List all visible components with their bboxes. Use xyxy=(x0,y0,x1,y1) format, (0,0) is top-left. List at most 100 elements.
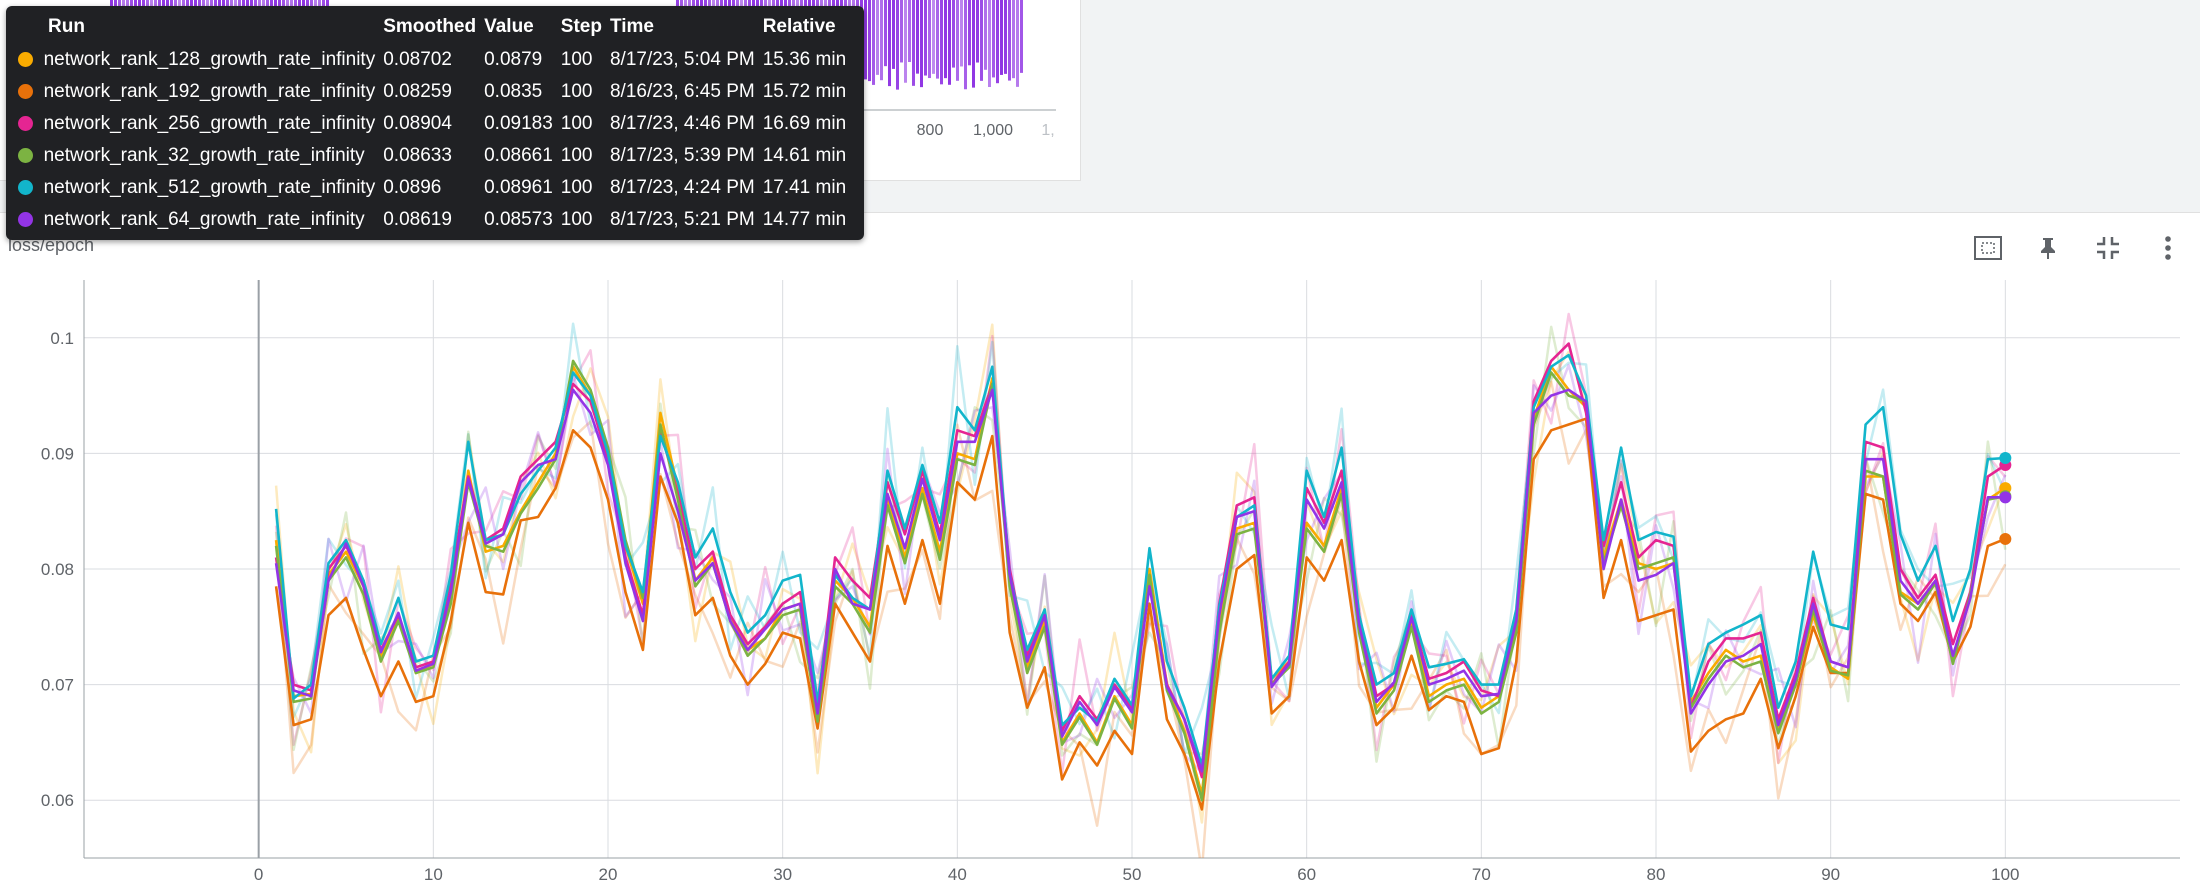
tooltip-relative-cell: 14.61 min xyxy=(762,145,847,166)
tooltip-run-cell: network_rank_512_growth_rate_infinity xyxy=(18,172,383,204)
tooltip-time-cell: 8/17/23, 5:21 PM xyxy=(609,209,755,230)
tooltip-smoothed-cell: 0.08702 xyxy=(383,49,452,70)
tooltip-time-cell: 8/17/23, 4:24 PM xyxy=(609,177,755,198)
more-options-button[interactable] xyxy=(2150,230,2186,266)
tooltip-value-cell: 0.0835 xyxy=(484,81,543,102)
top-bar xyxy=(892,0,895,69)
tooltip-time-cell: 8/17/23, 5:39 PM xyxy=(609,145,755,166)
tooltip-relative-cell: 15.72 min xyxy=(762,81,847,102)
x-tick-label: 100 xyxy=(1991,865,2019,884)
tooltip-run-cell: network_rank_64_growth_rate_infinity xyxy=(18,204,383,236)
tooltip-table: Run Smoothed Value Step Time Relative ne… xyxy=(18,14,854,236)
y-tick-label: 0.1 xyxy=(50,329,74,348)
tooltip-row: network_rank_128_growth_rate_infinity 0.0… xyxy=(18,44,854,76)
top-bar xyxy=(980,0,983,81)
tooltip-smoothed-cell: 0.0896 xyxy=(383,177,442,198)
tooltip-smoothed-cell: 0.08259 xyxy=(383,81,452,102)
raw-series-group xyxy=(274,312,2007,858)
x-tick-label: 30 xyxy=(773,865,792,884)
series-line xyxy=(274,353,2006,767)
top-x-tick: 1,000 xyxy=(973,122,1013,139)
top-bar xyxy=(948,0,951,85)
raw-series-line xyxy=(274,323,2007,824)
collapse-button[interactable] xyxy=(2090,230,2126,266)
run-color-dot-icon xyxy=(18,52,33,68)
top-bar xyxy=(912,0,915,86)
tooltip-row: network_rank_256_growth_rate_infinity 0.0… xyxy=(18,108,854,140)
top-bar xyxy=(996,0,999,84)
top-bar xyxy=(984,0,987,70)
fit-domain-button[interactable] xyxy=(1970,230,2006,266)
tooltip-relative-cell: 15.36 min xyxy=(762,49,847,70)
raw-series-line xyxy=(274,312,2007,799)
tooltip-time-cell: 8/17/23, 5:04 PM xyxy=(609,49,755,70)
top-bar xyxy=(960,0,963,67)
run-name: network_rank_128_growth_rate_infinity xyxy=(43,49,376,70)
smoothed-series-group xyxy=(274,342,2007,811)
raw-series-line xyxy=(274,322,2007,756)
series-line xyxy=(274,388,2006,773)
pin-icon xyxy=(2041,238,2055,259)
run-name: network_rank_256_growth_rate_infinity xyxy=(43,113,376,134)
header-time: Time xyxy=(609,16,654,37)
x-tick-label: 20 xyxy=(599,865,618,884)
header-relative: Relative xyxy=(762,16,836,37)
tooltip-body: network_rank_128_growth_rate_infinity 0.0… xyxy=(18,44,854,236)
tooltip-step-cell: 100 xyxy=(560,177,593,198)
top-bar xyxy=(988,0,991,88)
raw-series-line xyxy=(274,325,2007,763)
more-vert-icon xyxy=(2165,236,2171,260)
top-bar xyxy=(976,0,979,63)
tooltip-run-cell: network_rank_256_growth_rate_infinity xyxy=(18,108,383,140)
series-end-dot xyxy=(1999,491,2012,504)
run-name: network_rank_32_growth_rate_infinity xyxy=(43,145,365,166)
top-bar xyxy=(908,0,911,63)
tooltip-row: network_rank_192_growth_rate_infinity 0.0… xyxy=(18,76,854,108)
tooltip-time-cell: 8/16/23, 6:45 PM xyxy=(609,81,755,102)
y-tick-label: 0.07 xyxy=(41,676,74,695)
tooltip-step-cell: 100 xyxy=(560,81,593,102)
top-bar xyxy=(868,0,871,82)
run-name: network_rank_192_growth_rate_infinity xyxy=(43,81,376,102)
series-end-dot xyxy=(1999,452,2012,465)
run-color-dot-icon xyxy=(18,148,33,164)
x-tick-label: 0 xyxy=(254,865,263,884)
top-bar xyxy=(952,0,955,68)
x-tick-label: 10 xyxy=(424,865,443,884)
header-run: Run xyxy=(48,16,85,37)
tooltip-relative-cell: 17.41 min xyxy=(762,177,847,198)
top-bar xyxy=(932,0,935,74)
top-bar xyxy=(1020,0,1023,73)
chart-axes: 0.06 0.07 0.08 0.09 0.1 0 10 20 30 40 50 60 70 80 90 10… xyxy=(41,280,2180,884)
top-bar xyxy=(1012,0,1015,79)
hover-tooltip: Run Smoothed Value Step Time Relative ne… xyxy=(6,6,865,240)
y-tick-label: 0.06 xyxy=(41,791,74,810)
run-color-dot-icon xyxy=(18,84,33,100)
tooltip-row: network_rank_32_growth_rate_infinity 0.08… xyxy=(18,140,854,172)
pin-button[interactable] xyxy=(2030,230,2066,266)
x-tick-label: 40 xyxy=(948,865,967,884)
tooltip-smoothed-cell: 0.08904 xyxy=(383,113,452,134)
tooltip-value-cell: 0.0879 xyxy=(484,49,543,70)
top-bar xyxy=(1004,0,1007,74)
top-bar xyxy=(928,0,931,79)
top-bar xyxy=(924,0,927,76)
tooltip-value-cell: 0.08573 xyxy=(484,209,553,230)
top-bar xyxy=(916,0,919,74)
top-bar xyxy=(1016,0,1019,87)
tooltip-relative-cell: 16.69 min xyxy=(762,113,847,134)
tooltip-step-cell: 100 xyxy=(560,113,593,134)
run-color-dot-icon xyxy=(18,116,33,132)
top-bar xyxy=(956,0,959,81)
collapse-icon xyxy=(2097,237,2119,259)
top-bar xyxy=(936,0,939,79)
tooltip-time-cell: 8/17/23, 4:46 PM xyxy=(609,113,755,134)
chart-grid xyxy=(84,280,2180,858)
tooltip-row: network_rank_512_growth_rate_infinity 0.0… xyxy=(18,172,854,204)
top-bar xyxy=(992,0,995,78)
tooltip-run-cell: network_rank_128_growth_rate_infinity xyxy=(18,44,383,76)
top-bar xyxy=(900,0,903,63)
series-line xyxy=(274,342,2007,779)
series-line xyxy=(274,359,2006,802)
